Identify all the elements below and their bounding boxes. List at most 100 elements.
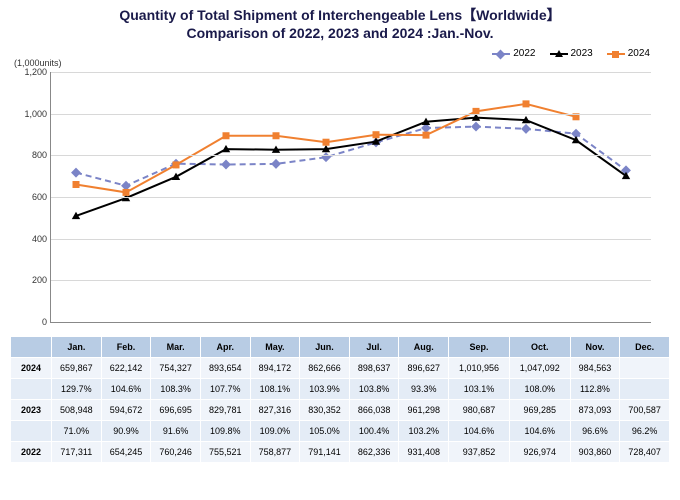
y-tick-label: 600 [32, 192, 47, 202]
y-tick-label: 400 [32, 234, 47, 244]
legend: 2022 2023 2024 [492, 48, 650, 59]
y-tick-label: 0 [42, 317, 47, 327]
table-cell: 862,336 [349, 442, 399, 463]
table-cell: 873,093 [570, 400, 620, 421]
table-cell: 93.3% [399, 379, 449, 400]
table-col-header: Oct. [509, 337, 570, 358]
table-col-header: Aug. [399, 337, 449, 358]
table-cell: 894,172 [250, 358, 300, 379]
table-cell: 105.0% [300, 421, 350, 442]
table-cell: 96.6% [570, 421, 620, 442]
grid-line [51, 155, 651, 156]
table-cell: 108.1% [250, 379, 300, 400]
grid-line [51, 239, 651, 240]
marker-2024 [73, 181, 80, 188]
y-tick-label: 1,000 [24, 109, 47, 119]
marker-2022 [71, 168, 81, 178]
table-cell: 103.9% [300, 379, 350, 400]
table-row: 129.7%104.6%108.3%107.7%108.1%103.9%103.… [11, 379, 670, 400]
table-cell: 91.6% [151, 421, 201, 442]
table-cell: 898,637 [349, 358, 399, 379]
table-cell: 728,407 [620, 442, 670, 463]
table-cell: 103.2% [399, 421, 449, 442]
series-line-2023 [76, 118, 626, 216]
table-body: 2024659,867622,142754,327893,654894,1728… [11, 358, 670, 463]
table-cell: 659,867 [52, 358, 102, 379]
y-tick-label: 800 [32, 150, 47, 160]
table-cell: 71.0% [52, 421, 102, 442]
table-cell: 755,521 [200, 442, 250, 463]
marker-2024 [123, 189, 130, 196]
table-row: 2023508,948594,672696,695829,781827,3168… [11, 400, 670, 421]
legend-label-2022: 2022 [513, 48, 535, 59]
table-cell: 129.7% [52, 379, 102, 400]
table-row-label: 2024 [11, 358, 52, 379]
y-tick-label: 1,200 [24, 67, 47, 77]
table-col-header: Feb. [101, 337, 151, 358]
table-col-header: Jun. [300, 337, 350, 358]
grid-line [51, 114, 651, 115]
table-cell: 758,877 [250, 442, 300, 463]
table-cell: 96.2% [620, 421, 670, 442]
table-row-label: 2023 [11, 400, 52, 421]
table-cell: 896,627 [399, 358, 449, 379]
marker-2024 [323, 139, 330, 146]
table-cell: 830,352 [300, 400, 350, 421]
table-cell: 893,654 [200, 358, 250, 379]
chart-plot-area: 02004006008001,0001,200 [50, 72, 651, 323]
y-tick-label: 200 [32, 275, 47, 285]
table-cell: 104.6% [449, 421, 510, 442]
table-cell: 109.0% [250, 421, 300, 442]
table-row-label [11, 421, 52, 442]
table-cell: 112.8% [570, 379, 620, 400]
legend-label-2024: 2024 [628, 48, 650, 59]
table-cell: 862,666 [300, 358, 350, 379]
marker-2022 [471, 122, 481, 132]
table-cell: 100.4% [349, 421, 399, 442]
legend-item-2022: 2022 [492, 48, 535, 59]
marker-2022 [321, 152, 331, 162]
table-cell: 622,142 [101, 358, 151, 379]
chart-title-line1: Quantity of Total Shipment of Intercheng… [0, 6, 680, 24]
table-cell: 760,246 [151, 442, 201, 463]
marker-2022 [521, 124, 531, 134]
table-row-label: 2022 [11, 442, 52, 463]
table-corner [11, 337, 52, 358]
table-cell: 931,408 [399, 442, 449, 463]
grid-line [51, 280, 651, 281]
table-cell: 508,948 [52, 400, 102, 421]
marker-2022 [271, 159, 281, 169]
marker-2024 [523, 100, 530, 107]
table-cell: 754,327 [151, 358, 201, 379]
table-cell: 1,010,956 [449, 358, 510, 379]
marker-2024 [423, 132, 430, 139]
table-cell: 104.6% [509, 421, 570, 442]
table-cell: 903,860 [570, 442, 620, 463]
table-cell: 700,587 [620, 400, 670, 421]
chart-title-line2: Comparison of 2022, 2023 and 2024 :Jan.-… [0, 24, 680, 42]
grid-line [51, 72, 651, 73]
table-cell: 108.3% [151, 379, 201, 400]
legend-label-2023: 2023 [571, 48, 593, 59]
table-col-header: Jul. [349, 337, 399, 358]
table-cell: 90.9% [101, 421, 151, 442]
legend-item-2023: 2023 [550, 48, 593, 59]
table-cell: 108.0% [509, 379, 570, 400]
table-cell: 969,285 [509, 400, 570, 421]
table-cell: 109.8% [200, 421, 250, 442]
marker-2024 [173, 161, 180, 168]
table-cell: 791,141 [300, 442, 350, 463]
table-col-header: Mar. [151, 337, 201, 358]
table-cell: 961,298 [399, 400, 449, 421]
table-cell: 717,311 [52, 442, 102, 463]
marker-2022 [221, 160, 231, 170]
table-cell: 654,245 [101, 442, 151, 463]
table-col-header: Jan. [52, 337, 102, 358]
table-col-header: Sep. [449, 337, 510, 358]
table-cell: 829,781 [200, 400, 250, 421]
table-col-header: May. [250, 337, 300, 358]
table-cell: 984,563 [570, 358, 620, 379]
table-cell [620, 358, 670, 379]
table-cell: 926,974 [509, 442, 570, 463]
table-cell: 866,038 [349, 400, 399, 421]
